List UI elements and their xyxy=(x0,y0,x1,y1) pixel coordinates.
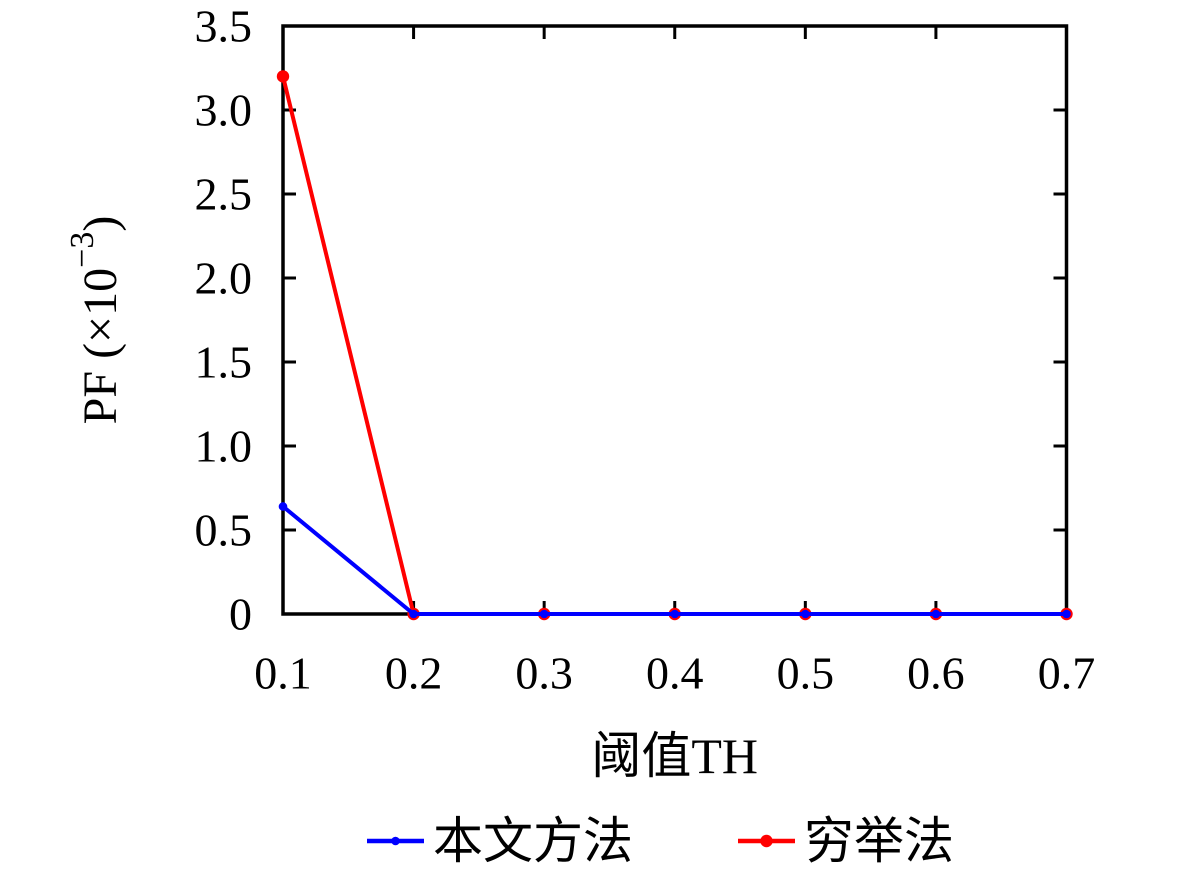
data-point-proposed-method xyxy=(278,502,288,511)
data-point-proposed-method xyxy=(801,609,810,619)
y-tick-label: 2.0 xyxy=(195,253,253,304)
legend-label-proposed-method: 本文方法 xyxy=(433,813,633,869)
data-point-proposed-method xyxy=(670,609,680,619)
plot-border xyxy=(281,24,1069,616)
x-tick-label: 0.1 xyxy=(254,648,312,699)
series-line-exhaustive-method xyxy=(281,75,1067,616)
y-axis-title: PF (×10−3) xyxy=(64,216,127,425)
legend-item-proposed-method: 本文方法 xyxy=(367,813,633,869)
y-tick-label: 0 xyxy=(229,589,252,640)
data-point-proposed-method xyxy=(539,609,549,619)
legend: 本文方法 穷举法 xyxy=(367,813,954,869)
x-tick-label: 0.3 xyxy=(515,648,573,699)
x-tick-label: 0.7 xyxy=(1038,648,1096,699)
legend-label-exhaustive-method: 穷举法 xyxy=(804,813,954,869)
x-tick-label: 0.6 xyxy=(907,648,965,699)
data-series xyxy=(276,70,1073,621)
axis-labels: 0.1 0.2 0.3 0.4 0.5 0.6 0.7 0 0.5 1.0 1.5 2.0 2.5 3.0… xyxy=(64,1,1096,785)
axis-ticks xyxy=(281,24,1068,616)
y-tick-label: 3.5 xyxy=(195,1,253,52)
y-tick-label: 1.0 xyxy=(195,421,253,472)
data-point-proposed-method xyxy=(409,609,418,619)
data-point-proposed-method xyxy=(1062,609,1071,619)
legend-item-exhaustive-method: 穷举法 xyxy=(738,813,954,869)
plot-box xyxy=(281,24,1069,616)
x-tick-label: 0.4 xyxy=(646,648,704,699)
x-tick-label: 0.2 xyxy=(385,648,443,699)
x-tick-label: 0.5 xyxy=(777,648,835,699)
legend-marker-proposed-method xyxy=(391,836,400,846)
y-tick-label: 1.5 xyxy=(195,337,253,388)
y-tick-label: 3.0 xyxy=(195,85,253,136)
y-tick-label: 2.5 xyxy=(195,169,253,220)
y-tick-label: 0.5 xyxy=(195,505,253,556)
data-point-exhaustive-method xyxy=(276,70,290,83)
x-axis-title: 阈值TH xyxy=(591,728,758,784)
legend-marker-exhaustive-method xyxy=(760,834,773,848)
data-point-proposed-method xyxy=(931,609,941,619)
